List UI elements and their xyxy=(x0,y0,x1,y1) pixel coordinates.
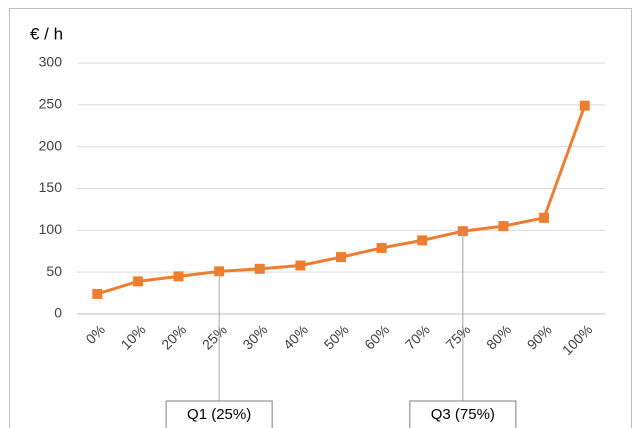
marker xyxy=(539,212,550,223)
annotation-text: Q3 (75%) xyxy=(431,406,495,423)
marker xyxy=(173,271,184,282)
y-tick-label: 200 xyxy=(39,137,63,153)
x-tick-label: 90% xyxy=(524,321,555,352)
marker xyxy=(498,221,509,232)
x-tick-label: 50% xyxy=(321,321,352,352)
marker xyxy=(92,288,103,299)
y-tick-label: 100 xyxy=(39,221,63,237)
y-tick-label: 150 xyxy=(39,179,63,195)
marker xyxy=(295,260,306,271)
y-tick-label: 50 xyxy=(46,263,62,279)
y-tick-label: 300 xyxy=(39,54,63,70)
annotation-box xyxy=(409,400,517,428)
annotation-text: Q1 (25%) xyxy=(187,406,251,423)
x-tick-label: 100% xyxy=(559,321,596,358)
marker xyxy=(254,263,265,274)
x-tick-label: 60% xyxy=(361,321,392,352)
y-tick-label: 250 xyxy=(39,96,63,112)
x-tick-label: 75% xyxy=(442,321,473,352)
x-tick-label: 70% xyxy=(402,321,433,352)
x-tick-label: 80% xyxy=(483,321,514,352)
x-tick-label: 10% xyxy=(118,321,149,352)
marker xyxy=(579,100,590,111)
chart-frame xyxy=(9,8,632,428)
y-axis-label: € / h xyxy=(30,24,63,43)
marker xyxy=(132,276,143,287)
marker xyxy=(336,252,346,263)
marker xyxy=(376,242,387,253)
x-tick-label: 40% xyxy=(280,321,311,352)
marker xyxy=(417,235,428,246)
x-tick-label: 20% xyxy=(158,321,189,352)
x-tick-label: 30% xyxy=(239,321,270,352)
annotation-box xyxy=(165,400,273,428)
x-tick-label: 25% xyxy=(199,321,230,352)
line xyxy=(96,105,587,296)
y-tick-label: 0 xyxy=(54,305,62,321)
x-tick-label: 0% xyxy=(82,321,108,347)
